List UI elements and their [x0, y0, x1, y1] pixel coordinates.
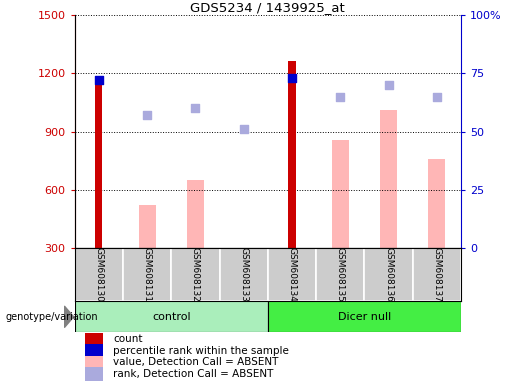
Point — [288, 75, 296, 81]
FancyBboxPatch shape — [268, 248, 316, 301]
FancyBboxPatch shape — [171, 248, 219, 301]
Point — [239, 126, 248, 132]
Text: GSM608130: GSM608130 — [94, 247, 104, 302]
Text: GSM608133: GSM608133 — [239, 247, 248, 302]
FancyBboxPatch shape — [123, 248, 171, 301]
Polygon shape — [64, 306, 74, 328]
FancyBboxPatch shape — [413, 248, 461, 301]
Bar — [428, 159, 445, 248]
Point — [433, 94, 441, 100]
FancyBboxPatch shape — [316, 248, 365, 301]
Text: rank, Detection Call = ABSENT: rank, Detection Call = ABSENT — [113, 369, 273, 379]
Bar — [139, 205, 156, 248]
Bar — [95, 81, 102, 248]
Bar — [380, 110, 397, 248]
FancyBboxPatch shape — [365, 248, 413, 301]
Bar — [187, 180, 204, 248]
Bar — [75, 301, 268, 332]
Title: GDS5234 / 1439925_at: GDS5234 / 1439925_at — [191, 1, 345, 14]
Point — [384, 82, 392, 88]
Point — [143, 112, 151, 118]
Bar — [332, 140, 349, 248]
Point — [191, 105, 199, 111]
Text: GSM608137: GSM608137 — [432, 247, 441, 302]
Text: GSM608134: GSM608134 — [287, 247, 297, 302]
Bar — [268, 301, 461, 332]
Point — [95, 77, 103, 83]
Text: value, Detection Call = ABSENT: value, Detection Call = ABSENT — [113, 358, 279, 367]
Text: GSM608136: GSM608136 — [384, 247, 393, 302]
Text: GSM608132: GSM608132 — [191, 247, 200, 302]
Text: GSM608135: GSM608135 — [336, 247, 345, 302]
Bar — [288, 61, 296, 248]
Text: count: count — [113, 334, 143, 344]
FancyBboxPatch shape — [219, 248, 268, 301]
Text: GSM608131: GSM608131 — [143, 247, 151, 302]
Text: percentile rank within the sample: percentile rank within the sample — [113, 346, 289, 356]
FancyBboxPatch shape — [75, 248, 123, 301]
Text: control: control — [152, 312, 191, 322]
Text: genotype/variation: genotype/variation — [5, 312, 98, 322]
Text: Dicer null: Dicer null — [338, 312, 391, 322]
Point — [336, 94, 345, 100]
